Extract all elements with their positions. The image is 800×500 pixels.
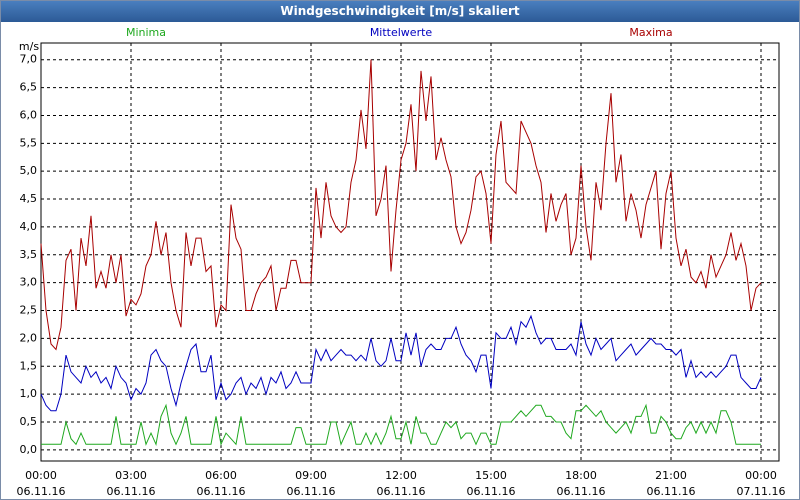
x-tick-label: 18:00 (565, 469, 597, 482)
x-tick-date: 06.11.16 (107, 485, 156, 498)
y-tick-label: 3,5 (20, 248, 38, 261)
x-tick-date: 07.11.16 (737, 485, 786, 498)
legend-label: Mittelwerte (370, 26, 433, 39)
y-unit: m/s (19, 40, 39, 53)
y-tick-label: 0,5 (20, 415, 38, 428)
x-tick-date: 06.11.16 (467, 485, 516, 498)
y-tick-label: 3,0 (20, 276, 38, 289)
y-tick-label: 6,5 (20, 81, 38, 94)
x-tick-date: 06.11.16 (17, 485, 66, 498)
x-tick-date: 06.11.16 (647, 485, 696, 498)
x-tick-date: 06.11.16 (377, 485, 426, 498)
legend-label: Maxima (629, 26, 672, 39)
y-tick-label: 0,0 (20, 443, 38, 456)
y-tick-label: 1,5 (20, 359, 38, 372)
y-tick-label: 2,0 (20, 331, 38, 344)
y-tick-label: 7,0 (20, 53, 38, 66)
x-tick-date: 06.11.16 (557, 485, 606, 498)
y-tick-label: 6,0 (20, 108, 38, 121)
y-tick-label: 4,0 (20, 220, 38, 233)
data-line (41, 403, 761, 446)
x-tick-label: 12:00 (385, 469, 417, 482)
x-tick-date: 06.11.16 (197, 485, 246, 498)
x-tick-label: 09:00 (295, 469, 327, 482)
x-tick-label: 21:00 (655, 469, 687, 482)
y-tick-label: 2,5 (20, 304, 38, 317)
y-tick-label: 5,0 (20, 164, 38, 177)
chart: m/s 0,0 0,5 1,0 1,5 2,0 2,5 3,0 3,5 4,0 4,5 5,0 5,5… (17, 26, 786, 498)
data-line (40, 59, 762, 351)
x-tick-label: 00:00 (745, 469, 777, 482)
x-tick-label: 00:00 (25, 469, 57, 482)
y-tick-label: 1,0 (20, 387, 38, 400)
x-tick-label: 15:00 (475, 469, 507, 482)
chart-title: Windgeschwindigkeit [m/s] skaliert (1, 1, 799, 22)
x-tick-label: 06:00 (205, 469, 237, 482)
x-tick-date: 06.11.16 (287, 485, 336, 498)
data-line (40, 314, 762, 412)
y-tick-label: 4,5 (20, 192, 38, 205)
x-tick-label: 03:00 (115, 469, 147, 482)
legend-label: Minima (126, 26, 166, 39)
y-tick-label: 5,5 (20, 136, 38, 149)
